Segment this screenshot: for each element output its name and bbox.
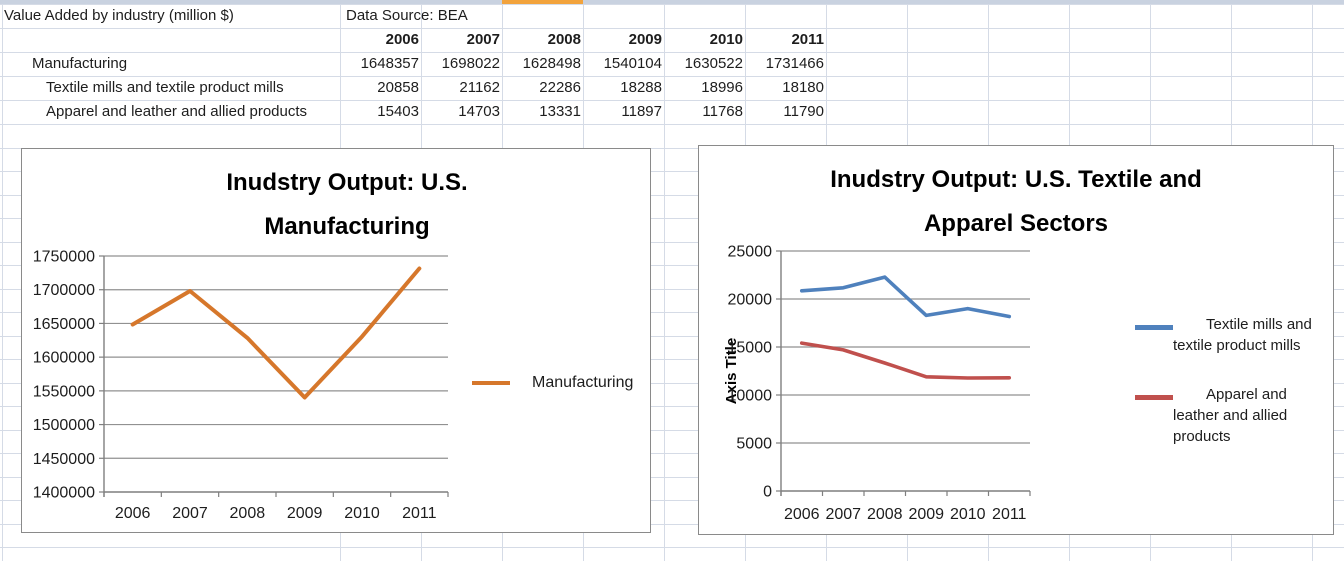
- manufacturing-chart[interactable]: Inudstry Output: U.S. Manufacturing 14000…: [21, 148, 651, 533]
- year-header-cell[interactable]: 2006: [385, 31, 419, 48]
- legend-entry-line: products: [1173, 428, 1231, 445]
- value-cell[interactable]: 22286: [539, 79, 581, 96]
- value-cell[interactable]: 20858: [377, 79, 419, 96]
- y-tick-label: 10000: [728, 388, 773, 405]
- value-cell[interactable]: 11768: [702, 103, 743, 120]
- value-cell[interactable]: 18180: [782, 79, 824, 96]
- x-tick-label: 2010: [344, 505, 380, 522]
- y-tick-label: 5000: [736, 436, 772, 453]
- y-tick-label: 1750000: [33, 249, 95, 266]
- legend-entry[interactable]: Manufacturing: [532, 372, 662, 394]
- column-header-strip: [0, 0, 1344, 4]
- series-line[interactable]: [799, 341, 1012, 380]
- cell-table-title[interactable]: Value Added by industry (million $): [4, 7, 234, 24]
- y-tick-label: 1500000: [33, 417, 95, 434]
- row-label-cell[interactable]: Textile mills and textile product mills: [46, 79, 284, 96]
- x-tick-label: 2008: [867, 506, 903, 523]
- x-tick-label: 2009: [287, 505, 323, 522]
- textile-apparel-chart[interactable]: Inudstry Output: U.S. Textile and Apparel…: [698, 145, 1334, 535]
- textile-apparel-plot-area: 0 5000 10000 15000 20000 25000 2006 2007 2008 200…: [728, 244, 1031, 523]
- legend-entry[interactable]: Textile mills and textile product mills: [1173, 314, 1321, 356]
- row-label-cell[interactable]: Apparel and leather and allied products: [46, 103, 308, 120]
- legend-entry-line: Textile mills and: [1206, 316, 1312, 333]
- year-header-cell[interactable]: 2010: [709, 31, 743, 48]
- cell-data-source[interactable]: Data Source: BEA: [346, 7, 468, 24]
- y-tick-label: 1400000: [33, 485, 95, 502]
- legend-entry-line: Manufacturing: [532, 374, 634, 391]
- value-cell[interactable]: 11790: [783, 103, 824, 120]
- year-header-cell[interactable]: 2008: [547, 31, 581, 48]
- x-tick-label: 2007: [825, 506, 861, 523]
- value-cell[interactable]: 11897: [621, 103, 662, 120]
- legend-entry-line: leather and allied: [1173, 407, 1288, 424]
- value-cell[interactable]: 18288: [620, 79, 662, 96]
- manufacturing-chart-title: Inudstry Output: U.S. Manufacturing: [22, 161, 650, 249]
- series-line[interactable]: [130, 266, 422, 400]
- x-tick-label: 2011: [402, 505, 437, 522]
- y-tick-label: 0: [763, 484, 772, 501]
- x-tick-label: 2006: [115, 505, 151, 522]
- value-cell[interactable]: 1540104: [603, 55, 662, 72]
- y-tick-label: 1550000: [33, 383, 95, 400]
- selected-column-highlight[interactable]: [502, 0, 583, 4]
- value-cell[interactable]: 14703: [458, 103, 500, 120]
- x-tick-label: 2010: [950, 506, 986, 523]
- value-cell[interactable]: 1628498: [522, 55, 581, 72]
- row-label-cell[interactable]: Manufacturing: [32, 55, 128, 72]
- chart-title-line: Apparel Sectors: [923, 210, 1109, 237]
- x-tick-label: 2009: [908, 506, 944, 523]
- x-tick-label: 2006: [784, 506, 820, 523]
- value-cell[interactable]: 1648357: [360, 55, 419, 72]
- manufacturing-plot-area: 1400000 1450000 1500000 1550000 1600000 16500…: [33, 249, 449, 522]
- legend-entry-line: textile product mills: [1173, 337, 1301, 354]
- year-header-cell[interactable]: 2007: [466, 31, 500, 48]
- chart-title-line: Inudstry Output: U.S. Textile and: [830, 166, 1202, 193]
- value-cell[interactable]: 21162: [459, 79, 500, 96]
- value-cell[interactable]: 1630522: [684, 55, 743, 72]
- value-cell[interactable]: 1731466: [765, 55, 824, 72]
- legend-key-1: [1135, 325, 1173, 330]
- y-tick-label: 1600000: [33, 350, 95, 367]
- series-line[interactable]: [799, 275, 1012, 319]
- y-tick-label: 25000: [728, 244, 773, 261]
- legend-entry-line: Apparel and: [1206, 386, 1287, 403]
- x-tick-label: 2008: [230, 505, 266, 522]
- legend-key-1: [472, 381, 510, 385]
- legend-entry[interactable]: Apparel and leather and allied products: [1173, 384, 1321, 447]
- year-header-cell[interactable]: 2011: [791, 31, 824, 48]
- y-tick-label: 20000: [728, 292, 773, 309]
- y-tick-label: 15000: [728, 340, 773, 357]
- x-tick-label: 2007: [172, 505, 208, 522]
- x-tick-label: 2011: [992, 506, 1027, 523]
- textile-apparel-chart-title: Inudstry Output: U.S. Textile and Apparel…: [699, 158, 1333, 246]
- chart-title-line: Inudstry Output: U.S.: [226, 169, 468, 196]
- year-header-cell[interactable]: 2009: [628, 31, 662, 48]
- value-cell[interactable]: 15403: [377, 103, 419, 120]
- value-cell[interactable]: 18996: [701, 79, 743, 96]
- y-tick-label: 1450000: [33, 451, 95, 468]
- legend-key-2: [1135, 395, 1173, 400]
- value-cell[interactable]: 1698022: [441, 55, 500, 72]
- chart-title-line: Manufacturing: [264, 213, 430, 240]
- y-tick-label: 1650000: [33, 316, 95, 333]
- value-cell[interactable]: 13331: [539, 103, 581, 120]
- y-tick-label: 1700000: [33, 282, 95, 299]
